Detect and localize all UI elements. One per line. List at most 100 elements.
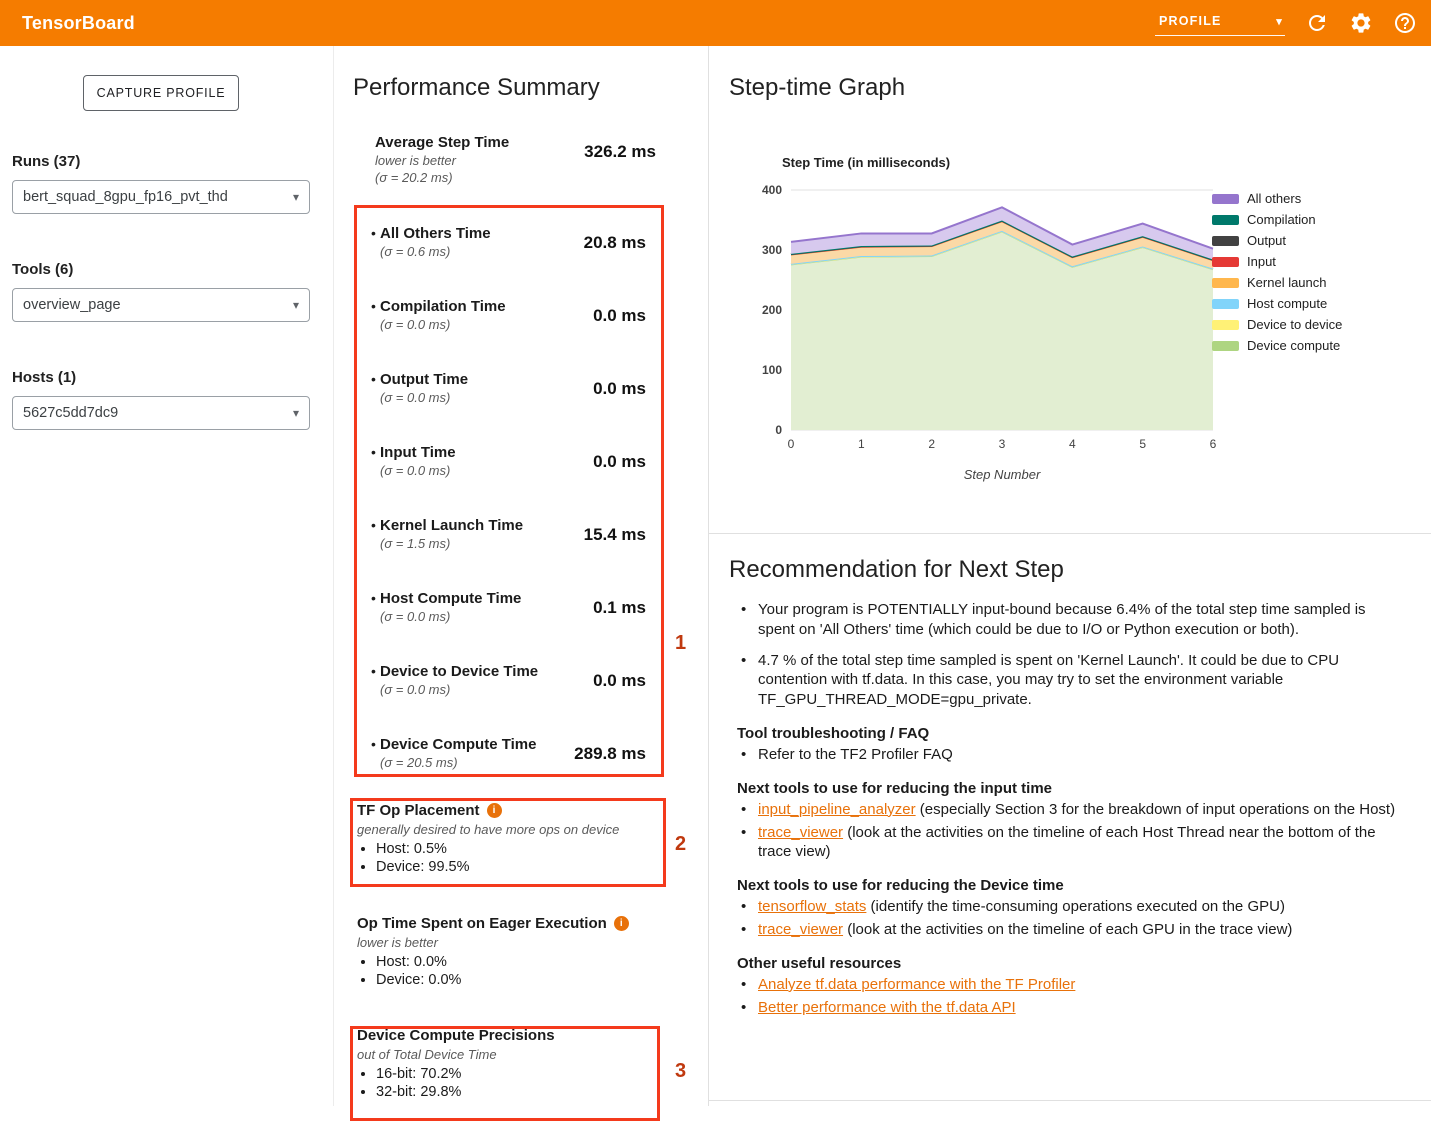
- bullet-icon: •: [371, 517, 376, 533]
- info-icon[interactable]: i: [486, 803, 502, 818]
- svg-text:3: 3: [999, 437, 1006, 451]
- svg-text:100: 100: [762, 363, 782, 377]
- metric-row: • Device Compute Time (σ = 20.5 ms) 289.8 m…: [357, 727, 646, 800]
- svg-text:Step Number: Step Number: [964, 467, 1041, 482]
- metric-label: All Others Time: [380, 225, 491, 242]
- metric-value: 0.0 ms: [593, 452, 646, 471]
- metric-text: All Others Time (σ = 0.6 ms): [375, 225, 491, 289]
- average-step-time: Average Step Time lower is better (σ = 2…: [375, 134, 656, 185]
- step-time-breakdown-list: • All Others Time (σ = 0.6 ms) 20.8 ms • Comp…: [357, 216, 646, 800]
- bullet-icon: •: [371, 371, 376, 387]
- metric-row: • Compilation Time (σ = 0.0 ms) 0.0 ms: [357, 289, 646, 362]
- refresh-icon[interactable]: [1305, 11, 1329, 35]
- legend-label: Output: [1247, 233, 1287, 248]
- tool-link[interactable]: trace_viewer: [758, 920, 844, 938]
- tool-link[interactable]: trace_viewer: [758, 823, 844, 841]
- metric-row: • Kernel Launch Time (σ = 1.5 ms) 15.4 ms: [357, 508, 646, 581]
- recommendation-bullet: 4.7 % of the total step time sampled is …: [737, 651, 1403, 710]
- section-heading: Other useful resources: [737, 954, 902, 972]
- metric-row: • Host Compute Time (σ = 0.0 ms) 0.1 ms: [357, 581, 646, 654]
- tool-link[interactable]: Better performance with the tf.data API: [758, 998, 1016, 1016]
- sidebar: CAPTURE PROFILE Runs (37) bert_squad_8gp…: [0, 46, 333, 1106]
- metric-text: Host Compute Time (σ = 0.0 ms): [375, 590, 521, 654]
- svg-text:5: 5: [1139, 437, 1146, 451]
- legend-item: Host compute: [1212, 293, 1342, 314]
- dashboard-selected-label: PROFILE: [1159, 14, 1222, 28]
- metric-value: 0.0 ms: [593, 379, 646, 398]
- svg-text:300: 300: [762, 243, 782, 257]
- hosts-selected-value: 5627c5dd7dc9: [23, 405, 119, 421]
- tools-selected-value: overview_page: [23, 297, 121, 313]
- performance-summary-panel: Performance Summary Average Step Time lo…: [333, 46, 708, 1106]
- legend-label: Kernel launch: [1247, 275, 1327, 290]
- hosts-select[interactable]: 5627c5dd7dc9 ▾: [12, 396, 310, 430]
- tool-link[interactable]: tensorflow_stats: [758, 898, 867, 916]
- section-divider: [709, 533, 1431, 534]
- svg-text:1: 1: [858, 437, 865, 451]
- dashboard-selector[interactable]: PROFILE ▾: [1155, 10, 1285, 36]
- svg-text:0: 0: [788, 437, 795, 451]
- metric-sigma: (σ = 0.6 ms): [380, 244, 451, 259]
- bullet-icon: •: [371, 663, 376, 679]
- tf-op-placement-subtitle: generally desired to have more ops on de…: [357, 822, 620, 837]
- legend-swatch-icon: [1212, 298, 1239, 309]
- section-item: input_pipeline_analyzer (especially Sect…: [737, 800, 1403, 820]
- metric-sigma: (σ = 1.5 ms): [380, 536, 451, 551]
- bullet-icon: •: [371, 225, 376, 241]
- tf-op-placement-title: TF Op Placement: [357, 802, 480, 819]
- compute-precisions-subtitle: out of Total Device Time: [357, 1047, 497, 1062]
- compute-precisions-block: Device Compute Precisions out of Total D…: [357, 1027, 662, 1102]
- section-heading: Tool troubleshooting / FAQ: [737, 724, 930, 742]
- step-time-chart-plot: 0 100 200 300 400 0 1 2 3 4 5 6 Step Number: [762, 183, 1217, 482]
- svg-text:2: 2: [928, 437, 935, 451]
- recommendation-section: Other useful resources Analyze tf.data pe…: [729, 955, 1403, 1018]
- metric-label: Input Time: [380, 444, 456, 461]
- hosts-label: Hosts (1): [12, 369, 77, 386]
- annotation-number-3: 3: [675, 1060, 687, 1082]
- app-header: TensorBoard PROFILE ▾: [0, 0, 1431, 46]
- legend-item: Input: [1212, 251, 1342, 272]
- capture-profile-button[interactable]: CAPTURE PROFILE: [83, 75, 239, 111]
- legend-label: Device compute: [1247, 338, 1341, 353]
- metric-value: 289.8 ms: [574, 744, 646, 763]
- eager-execution-list: Host: 0.0% Device: 0.0%: [357, 954, 662, 988]
- legend-swatch-icon: [1212, 277, 1239, 288]
- recommendation-bullet: Your program is POTENTIALLY input-bound …: [737, 600, 1403, 640]
- annotation-number-2: 2: [675, 833, 687, 855]
- metric-value: 15.4 ms: [583, 525, 646, 544]
- metric-text: Device Compute Time (σ = 20.5 ms): [375, 736, 536, 800]
- section-list: Refer to the TF2 Profiler FAQ: [729, 745, 1403, 765]
- runs-select[interactable]: bert_squad_8gpu_fp16_pvt_thd ▾: [12, 180, 310, 214]
- recommendation-sections: Tool troubleshooting / FAQ Refer to the T…: [729, 725, 1403, 1017]
- legend-swatch-icon: [1212, 340, 1239, 351]
- tool-link[interactable]: Analyze tf.data performance with the TF …: [758, 975, 1076, 993]
- svg-text:6: 6: [1210, 437, 1217, 451]
- section-item: trace_viewer (look at the activities on …: [737, 823, 1403, 863]
- legend-item: Device to device: [1212, 314, 1342, 335]
- eager-execution-title: Op Time Spent on Eager Execution: [357, 915, 607, 932]
- legend-label: Input: [1247, 254, 1276, 269]
- tools-select[interactable]: overview_page ▾: [12, 288, 310, 322]
- help-icon[interactable]: [1393, 11, 1417, 35]
- runs-selected-value: bert_squad_8gpu_fp16_pvt_thd: [23, 189, 228, 205]
- performance-summary-title: Performance Summary: [353, 74, 600, 101]
- bullet-icon: •: [371, 444, 376, 460]
- metric-text: Compilation Time (σ = 0.0 ms): [375, 298, 506, 362]
- metric-label: Compilation Time: [380, 298, 506, 315]
- legend-label: Host compute: [1247, 296, 1328, 311]
- tf-op-placement-list: Host: 0.5% Device: 99.5%: [357, 841, 662, 875]
- compute-precisions-list: 16-bit: 70.2% 32-bit: 29.8%: [357, 1066, 662, 1100]
- recommendation-panel: Recommendation for Next Step Your progra…: [709, 534, 1431, 1101]
- tool-link[interactable]: input_pipeline_analyzer: [758, 800, 916, 818]
- metric-text: Output Time (σ = 0.0 ms): [375, 371, 468, 435]
- metric-label: Host Compute Time: [380, 590, 522, 607]
- info-icon[interactable]: i: [613, 916, 629, 931]
- metric-sigma: (σ = 0.0 ms): [380, 317, 451, 332]
- tf-op-placement-block: TF Op Placement i generally desired to h…: [357, 802, 662, 877]
- metric-label: Device to Device Time: [380, 663, 539, 680]
- metric-text: Device to Device Time (σ = 0.0 ms): [375, 663, 538, 727]
- metric-sigma: (σ = 0.0 ms): [380, 390, 451, 405]
- legend-item: Device compute: [1212, 335, 1342, 356]
- settings-gear-icon[interactable]: [1349, 11, 1373, 35]
- section-item: tensorflow_stats (identify the time-cons…: [737, 897, 1403, 917]
